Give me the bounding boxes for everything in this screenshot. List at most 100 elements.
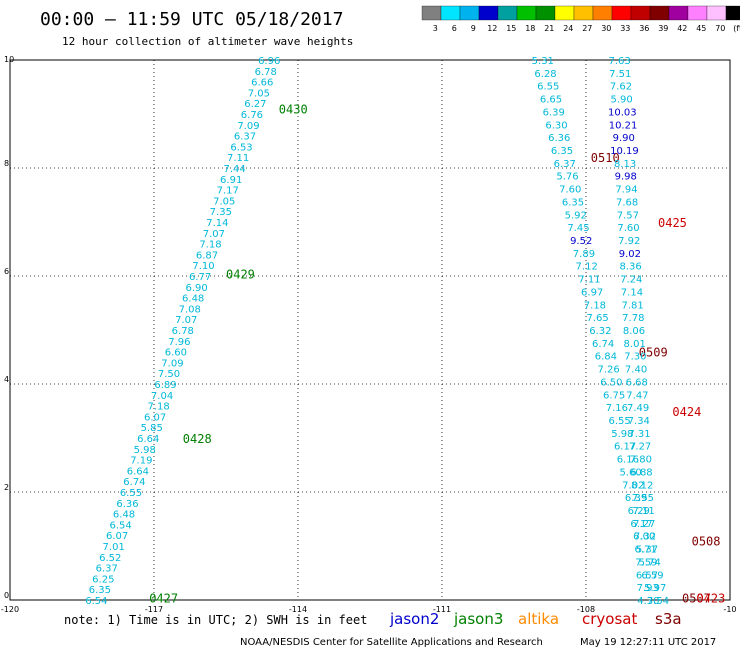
credit-line: NOAA/NESDIS Center for Satellite Applica… (240, 637, 543, 648)
wave-height-point: 4.30 (637, 596, 659, 607)
wave-height-point: 6.25 (92, 574, 114, 585)
wave-height-point: 6.64 (127, 466, 149, 477)
chart-subtitle: 12 hour collection of altimeter wave hei… (62, 35, 353, 48)
wave-height-point: 6.78 (255, 67, 277, 78)
wave-height-point: 6.90 (185, 283, 207, 294)
wave-height-point: 7.57 (617, 210, 639, 221)
y-tick-label: 8 (4, 159, 9, 168)
colorbar-label: 70 (715, 24, 725, 33)
wave-height-point: 10.19 (610, 146, 639, 157)
colorbar-label: 36 (639, 24, 649, 33)
wave-height-point: 6.64 (137, 434, 159, 445)
wave-height-point: 7.94 (615, 185, 637, 196)
satellite-legend-jason2: jason2 (389, 610, 439, 628)
wave-height-point: 6.53 (230, 142, 252, 153)
wave-height-point: 7.89 (573, 249, 595, 260)
wave-height-point: 7.55 (632, 493, 654, 504)
wave-height-point: 7.18 (147, 402, 169, 413)
wave-height-point: 7.49 (627, 403, 649, 414)
wave-height-point: 7.11 (632, 506, 654, 517)
wave-height-point: 6.37 (96, 564, 118, 575)
wave-height-point: 7.01 (103, 542, 125, 553)
colorbar-swatch (630, 5, 651, 21)
wave-height-point: 6.55 (120, 488, 142, 499)
wave-height-point: 6.36 (548, 133, 570, 144)
time-label: 0430 (279, 103, 308, 117)
colorbar-swatch (516, 5, 537, 21)
time-label: 0429 (226, 267, 255, 281)
wave-height-point: 6.39 (543, 107, 565, 118)
colorbar-label: 30 (601, 24, 611, 33)
colorbar-label: 3 (433, 24, 438, 33)
wave-height-point: 7.09 (237, 121, 259, 132)
wave-height-point: 6.88 (630, 467, 652, 478)
wave-height-point: 6.35 (89, 585, 111, 596)
y-tick-label: 10 (4, 55, 14, 64)
wave-height-point: 7.80 (630, 455, 652, 466)
colorbar-label: (ft) (733, 24, 740, 33)
wave-height-point: 9.02 (619, 249, 641, 260)
wave-height-point: 7.50 (158, 369, 180, 380)
colorbar-label: 42 (677, 24, 687, 33)
wave-height-point: 5.98 (134, 445, 156, 456)
wave-height-point: 6.36 (116, 499, 138, 510)
wave-height-point: 7.62 (610, 82, 632, 93)
grid-lines (10, 60, 730, 600)
x-tick-label: -111 (433, 605, 451, 614)
colorbar-swatch (611, 5, 632, 21)
wave-height-point: 6.35 (562, 197, 584, 208)
wave-height-point: 7.27 (633, 519, 655, 530)
chart-title: 00:00 — 11:59 UTC 05/18/2017 (40, 9, 343, 30)
colorbar-label: 21 (544, 24, 554, 33)
wave-height-point: 6.59 (641, 570, 663, 581)
wave-height-point: 7.81 (621, 300, 643, 311)
wave-height-point: 7.96 (168, 337, 190, 348)
wave-height-point: 6.68 (626, 377, 648, 388)
wave-height-point: 6.55 (608, 416, 630, 427)
wave-height-point: 9.52 (570, 236, 592, 247)
wave-height-point: 6.78 (172, 326, 194, 337)
axis-ticks: -120 -117 -114 -111 -108 -10 0 2 4 6 8 10 (1, 55, 737, 614)
wave-height-point: 7.45 (567, 223, 589, 234)
wave-height-point: 5.60 (619, 467, 641, 478)
x-tick-label: -120 (1, 605, 19, 614)
wave-height-point: 6.54 (85, 596, 107, 607)
wave-height-point: 6.66 (251, 78, 273, 89)
wave-height-point: 7.32 (634, 532, 656, 543)
wave-height-point: 7.34 (628, 416, 650, 427)
wave-height-point: 7.27 (629, 442, 651, 453)
satellite-legend-altika: altika (518, 610, 559, 628)
wave-height-point: 6.28 (534, 69, 556, 80)
colorbar-label: 18 (525, 24, 535, 33)
wave-height-point: 6.29 (628, 506, 650, 517)
colorbar-swatch (554, 5, 575, 21)
colorbar-label: 33 (620, 24, 630, 33)
time-label: 0510 (591, 151, 620, 165)
wave-height-point: 7.51 (609, 69, 631, 80)
time-label: 0427 (149, 591, 178, 605)
track-s3a: 7.54 5.97 6.59 5.745.37 6.00 6.17 6.29 6.39 7.02… (532, 56, 721, 607)
time-label: 0425 (658, 216, 687, 230)
wave-height-point: 8.06 (623, 326, 645, 337)
wave-height-point: 6.39 (625, 493, 647, 504)
plot-frame (9, 59, 731, 601)
colorbar-label: 9 (471, 24, 476, 33)
wave-height-point: 7.30 (624, 352, 646, 363)
wave-height-point: 8.12 (631, 480, 653, 491)
wave-height-point: 5.90 (611, 95, 633, 106)
wave-height-point: 6.74 (123, 477, 145, 488)
colorbar-swatch (649, 5, 670, 21)
wave-height-point: 6.65 (540, 95, 562, 106)
wave-height-point: 5.85 (141, 423, 163, 434)
wave-height-point: 7.59 (635, 557, 657, 568)
time-label: 0507 (682, 591, 711, 605)
wave-height-point: 6.48 (113, 510, 135, 521)
wave-height-point: 5.98 (611, 429, 633, 440)
wave-height-point: 7.26 (597, 365, 619, 376)
wave-height-point: 6.74 (592, 339, 614, 350)
wave-height-point: 7.18 (584, 300, 606, 311)
wave-height-point: 6.37 (234, 132, 256, 143)
x-tick-label: -117 (145, 605, 163, 614)
